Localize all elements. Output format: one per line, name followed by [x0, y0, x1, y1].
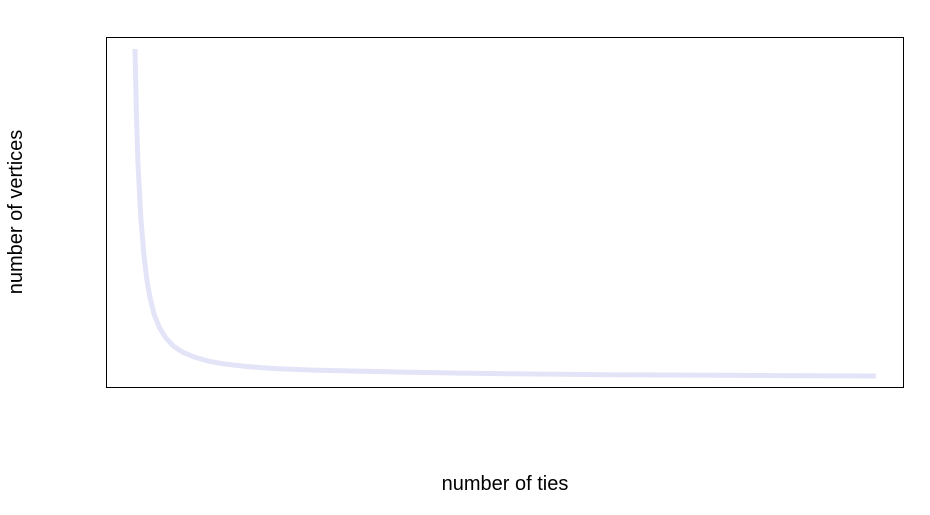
- x-axis-label: number of ties: [442, 473, 569, 495]
- plot-frame: [106, 37, 904, 388]
- series-layer: [132, 48, 877, 379]
- y-axis-label: number of vertices: [5, 130, 27, 295]
- series-line-1: [132, 48, 877, 379]
